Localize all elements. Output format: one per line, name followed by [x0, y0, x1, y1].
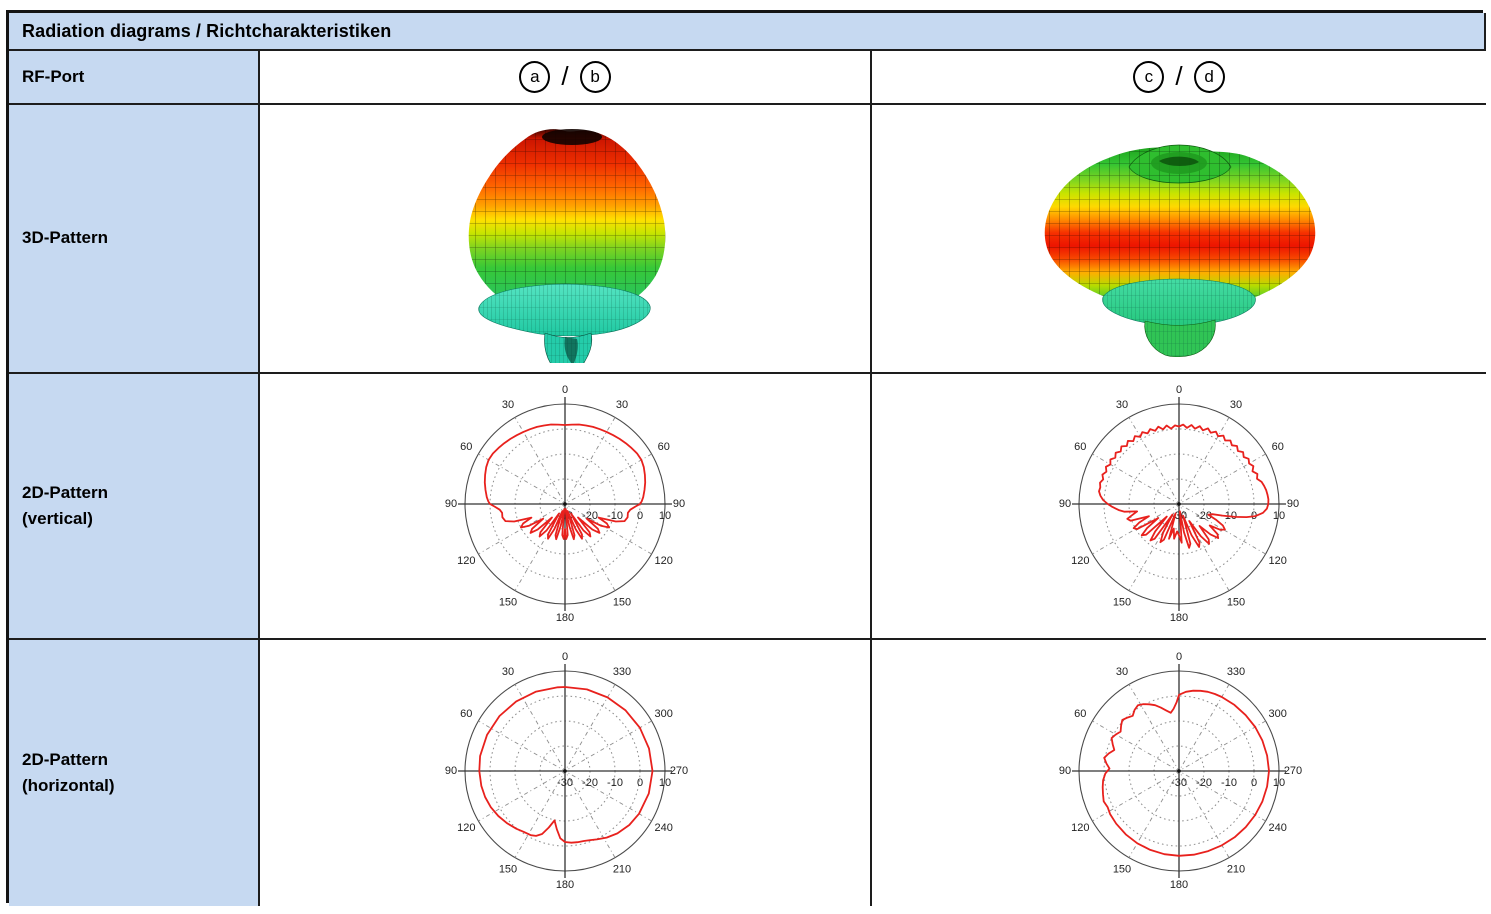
- svg-text:180: 180: [556, 612, 574, 624]
- svg-text:30: 30: [502, 399, 514, 411]
- svg-text:150: 150: [613, 597, 631, 609]
- svg-text:0: 0: [562, 384, 568, 396]
- svg-text:0: 0: [637, 777, 643, 789]
- svg-text:60: 60: [658, 441, 670, 453]
- svg-text:60: 60: [460, 441, 472, 453]
- svg-text:150: 150: [1227, 597, 1245, 609]
- svg-text:-30: -30: [557, 777, 573, 789]
- rf-port-ab-cell: a / b: [260, 51, 872, 105]
- port-d-circled-letter: d: [1193, 61, 1225, 93]
- svg-text:30: 30: [616, 399, 628, 411]
- svg-text:120: 120: [1071, 822, 1089, 834]
- svg-text:90: 90: [1059, 765, 1071, 777]
- port-separator: /: [561, 60, 569, 91]
- svg-text:0: 0: [562, 651, 568, 663]
- port-c-circled-letter: c: [1133, 61, 1165, 93]
- rf-port-label: RF-Port: [22, 66, 85, 86]
- svg-text:240: 240: [1269, 822, 1287, 834]
- svg-text:180: 180: [1170, 612, 1188, 624]
- polar-chart-vertical-ab: 0 30 60 90 120 150 180 150 120 90 60 30 -30 -20 -10 0 10: [428, 380, 702, 632]
- table-title-row: Radiation diagrams / Richtcharakteristik…: [9, 13, 1486, 51]
- svg-text:10: 10: [659, 777, 671, 789]
- svg-text:90: 90: [445, 765, 457, 777]
- svg-text:30: 30: [502, 666, 514, 678]
- svg-text:0: 0: [637, 510, 643, 522]
- pattern2d-horizontal-cd-cell: 0 330 300 270 240 210 180 150 120 90 60 30 -30 -20 -10…: [872, 640, 1486, 906]
- table-title: Radiation diagrams / Richtcharakteristik…: [22, 20, 392, 41]
- port-a-circled-letter: a: [519, 61, 551, 93]
- pattern2d-horizontal-label-cell: 2D-Pattern (horizontal): [9, 640, 260, 906]
- pattern2d-horizontal-label: 2D-Pattern (horizontal): [22, 749, 115, 795]
- polar-chart-horizontal-ab: 0 330 300 270 240 210 180 150 120 90 60 30 -30 -20 -10…: [428, 647, 702, 899]
- pattern3d-label: 3D-Pattern: [22, 228, 108, 248]
- pattern3d-cd-figure: [1019, 115, 1339, 363]
- port-b-circled-letter: b: [579, 61, 611, 93]
- svg-text:10: 10: [1273, 510, 1285, 522]
- svg-text:210: 210: [613, 864, 631, 876]
- polar-chart-horizontal-cd: 0 330 300 270 240 210 180 150 120 90 60 30 -30 -20 -10…: [1042, 647, 1316, 899]
- svg-text:-10: -10: [607, 510, 623, 522]
- svg-text:210: 210: [1227, 864, 1245, 876]
- svg-text:30: 30: [1116, 399, 1128, 411]
- svg-text:10: 10: [659, 510, 671, 522]
- svg-text:90: 90: [445, 498, 457, 510]
- svg-text:0: 0: [1176, 384, 1182, 396]
- svg-text:330: 330: [613, 666, 631, 678]
- svg-text:-30: -30: [1171, 777, 1187, 789]
- pattern3d-ab-cell: [260, 105, 872, 374]
- svg-text:300: 300: [655, 708, 673, 720]
- pattern2d-vertical-label-cell: 2D-Pattern (vertical): [9, 374, 260, 640]
- svg-text:60: 60: [1272, 441, 1284, 453]
- svg-text:180: 180: [556, 879, 574, 891]
- svg-text:270: 270: [670, 765, 688, 777]
- rf-port-ab: a / b: [519, 60, 611, 93]
- pattern3d-ab-figure: [415, 115, 715, 363]
- svg-text:30: 30: [1230, 399, 1242, 411]
- pattern2d-horizontal-ab-cell: 0 330 300 270 240 210 180 150 120 90 60 30 -30 -20 -10…: [260, 640, 872, 906]
- svg-text:90: 90: [673, 498, 685, 510]
- svg-text:-10: -10: [1221, 777, 1237, 789]
- svg-text:120: 120: [1269, 555, 1287, 567]
- svg-text:60: 60: [1074, 708, 1086, 720]
- svg-text:-10: -10: [607, 777, 623, 789]
- port-separator: /: [1175, 60, 1183, 91]
- svg-text:60: 60: [460, 708, 472, 720]
- svg-text:120: 120: [457, 822, 475, 834]
- svg-text:120: 120: [457, 555, 475, 567]
- svg-text:150: 150: [1113, 864, 1131, 876]
- svg-text:0: 0: [1176, 651, 1182, 663]
- svg-text:150: 150: [499, 597, 517, 609]
- pattern2d-vertical-label: 2D-Pattern (vertical): [22, 482, 108, 528]
- pattern3d-label-cell: 3D-Pattern: [9, 105, 260, 374]
- rf-port-cd-cell: c / d: [872, 51, 1486, 105]
- pattern3d-cd-cell: [872, 105, 1486, 374]
- svg-text:90: 90: [1287, 498, 1299, 510]
- svg-text:-20: -20: [1196, 510, 1212, 522]
- svg-text:90: 90: [1059, 498, 1071, 510]
- svg-text:120: 120: [1071, 555, 1089, 567]
- svg-text:150: 150: [499, 864, 517, 876]
- svg-text:-20: -20: [582, 777, 598, 789]
- svg-text:240: 240: [655, 822, 673, 834]
- svg-text:120: 120: [655, 555, 673, 567]
- radiation-diagrams-table: Radiation diagrams / Richtcharakteristik…: [6, 10, 1486, 906]
- polar-chart-vertical-cd: 0 30 60 90 120 150 180 150 120 90 60 30 -30 -20 -10 0 10: [1042, 380, 1316, 632]
- svg-text:0: 0: [1251, 777, 1257, 789]
- svg-text:330: 330: [1227, 666, 1245, 678]
- svg-text:300: 300: [1269, 708, 1287, 720]
- pattern2d-vertical-cd-cell: 0 30 60 90 120 150 180 150 120 90 60 30 -30 -20 -10 0 10: [872, 374, 1486, 640]
- pattern2d-vertical-ab-cell: 0 30 60 90 120 150 180 150 120 90 60 30 -30 -20 -10 0 10: [260, 374, 872, 640]
- svg-text:270: 270: [1284, 765, 1302, 777]
- rf-port-cd: c / d: [1133, 60, 1225, 93]
- svg-text:30: 30: [1116, 666, 1128, 678]
- svg-text:60: 60: [1074, 441, 1086, 453]
- rf-port-label-cell: RF-Port: [9, 51, 260, 105]
- svg-text:150: 150: [1113, 597, 1131, 609]
- svg-text:10: 10: [1273, 777, 1285, 789]
- svg-text:180: 180: [1170, 879, 1188, 891]
- svg-text:-20: -20: [1196, 777, 1212, 789]
